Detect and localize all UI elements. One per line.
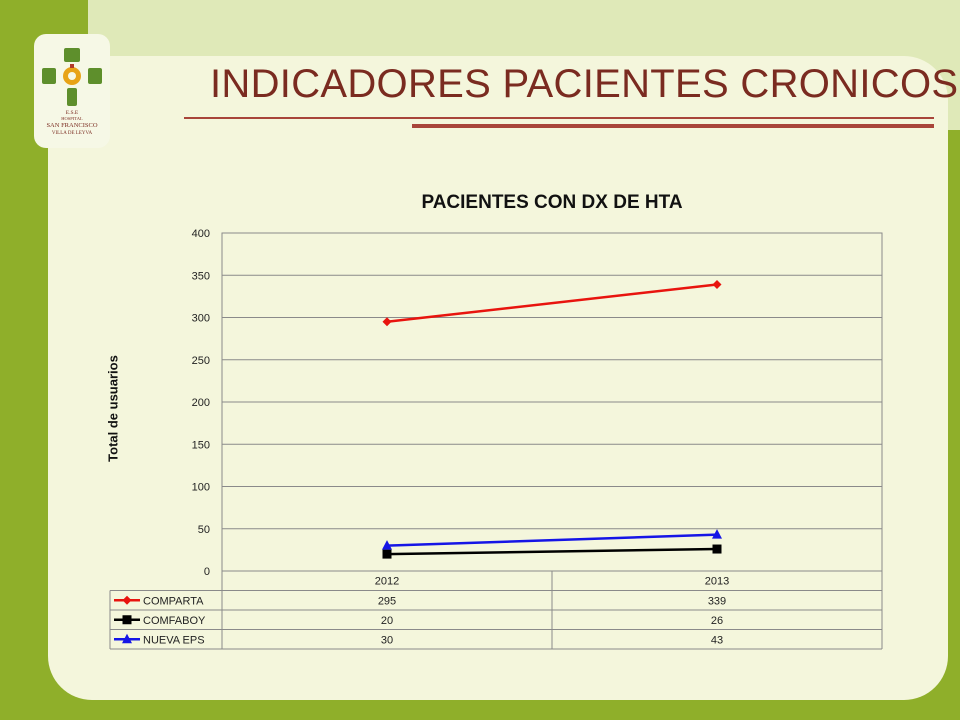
- chart-title: PACIENTES CON DX DE HTA: [421, 192, 683, 213]
- data-point-comparta: [382, 317, 392, 327]
- data-point-comparta: [712, 280, 722, 290]
- y-tick-label: 350: [192, 270, 210, 282]
- series-line-comfaboy: [386, 547, 718, 556]
- hospital-emblem-icon: E.S.E HOSPITAL SAN FRANCISCO VILLA DE LE…: [42, 48, 102, 136]
- x-category-label: 2013: [705, 576, 729, 588]
- legend-marker-comparta: [122, 595, 132, 605]
- content-panel: [48, 56, 948, 700]
- table-value-nueva-eps: 43: [711, 634, 723, 646]
- table-value-comparta: 339: [708, 595, 726, 607]
- series-line-nueva-eps: [386, 533, 718, 547]
- y-tick-label: 200: [192, 397, 210, 409]
- title-underline-thin: [184, 117, 934, 119]
- legend-entry-comfaboy: COMFABOY: [143, 615, 206, 627]
- y-tick-label: 250: [192, 355, 210, 367]
- legend-entry-nueva-eps: NUEVA EPS: [143, 634, 205, 646]
- legend-marker-nueva-eps: [122, 633, 132, 644]
- y-tick-label: 400: [192, 228, 210, 240]
- series-line-comparta: [386, 283, 718, 323]
- table-value-comfaboy: 20: [381, 615, 393, 627]
- y-tick-label: 100: [192, 482, 210, 494]
- title-underline-thick: [412, 124, 934, 128]
- logo-text-villa-de-leyva: VILLA DE LEYVA: [52, 131, 93, 136]
- y-tick-label: 300: [192, 313, 210, 325]
- logo-text-hospital: HOSPITAL: [61, 116, 83, 121]
- data-point-nueva-eps: [382, 540, 392, 550]
- x-category-label: 2012: [375, 576, 399, 588]
- y-tick-label: 0: [204, 566, 210, 578]
- data-point-comfaboy: [382, 549, 392, 559]
- logo-text-ese: E.S.E: [66, 110, 79, 116]
- hospital-logo: E.S.E HOSPITAL SAN FRANCISCO VILLA DE LE…: [34, 34, 110, 148]
- table-value-comparta: 295: [378, 595, 396, 607]
- table-value-comfaboy: 26: [711, 615, 723, 627]
- y-tick-label: 50: [198, 524, 210, 536]
- legend-entry-comparta: COMPARTA: [143, 595, 204, 607]
- data-point-nueva-eps: [712, 529, 722, 539]
- logo-text-san-francisco: SAN FRANCISCO: [46, 122, 97, 129]
- table-value-nueva-eps: 30: [381, 634, 393, 646]
- y-tick-label: 150: [192, 439, 210, 451]
- data-point-comfaboy: [712, 544, 722, 554]
- slide-title: INDICADORES PACIENTES CRONICOS: [210, 62, 959, 106]
- legend-marker-comfaboy: [122, 615, 132, 625]
